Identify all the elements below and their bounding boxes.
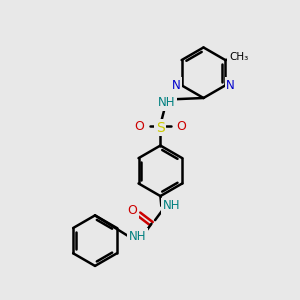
Text: O: O	[128, 204, 137, 217]
Text: O: O	[176, 120, 186, 133]
Text: NH: NH	[163, 200, 180, 212]
Text: NH: NH	[158, 96, 175, 109]
Text: NH: NH	[129, 230, 147, 243]
Text: N: N	[226, 79, 235, 92]
Text: CH₃: CH₃	[229, 52, 248, 62]
Text: N: N	[172, 79, 181, 92]
Text: O: O	[135, 120, 145, 133]
Text: S: S	[156, 121, 165, 135]
